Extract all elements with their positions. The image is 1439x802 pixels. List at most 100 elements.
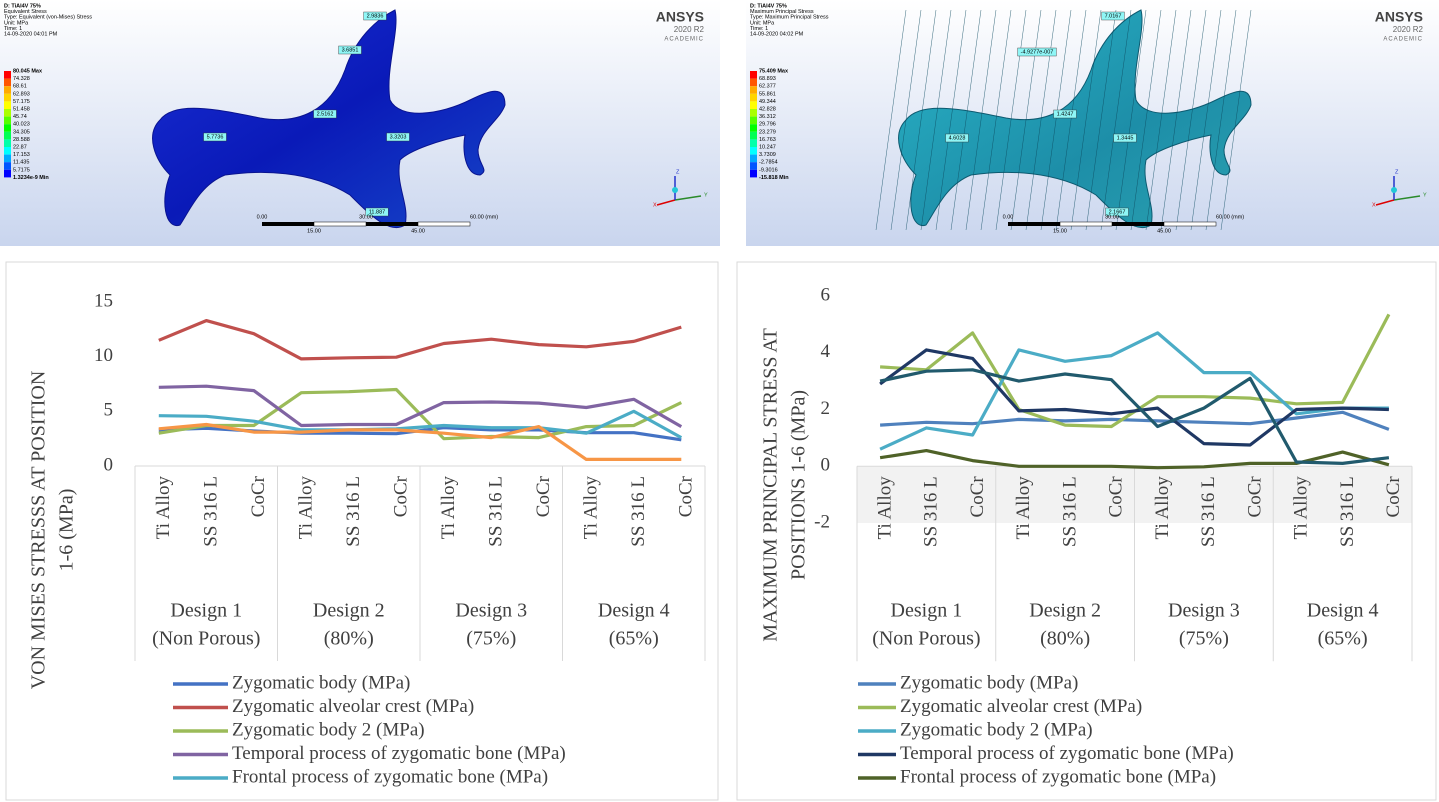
x-tick-label: Ti Alloy — [438, 476, 459, 540]
legend-value: 57.175 — [13, 99, 30, 105]
scale-bar-white — [1060, 222, 1112, 226]
legend-label: Temporal process of zygomatic bone (MPa) — [232, 743, 566, 764]
legend-label: Zygomatic alveolar crest (MPa) — [232, 696, 474, 717]
legend-color — [4, 139, 11, 147]
x-tick-label: Ti Alloy — [581, 476, 602, 540]
legend-value: 22.87 — [13, 144, 27, 150]
y-tick-label: 15 — [94, 290, 113, 311]
legend-value: -9.3016 — [759, 167, 778, 173]
group-label: (75%) — [1179, 628, 1229, 650]
legend-value: 55.861 — [759, 91, 776, 97]
legend-label: Zygomatic body (MPa) — [900, 672, 1078, 693]
legend-color — [750, 170, 757, 178]
legend-color — [4, 162, 11, 170]
y-axis-title: VON MISES STRESSS AT POSITION — [28, 371, 50, 690]
x-tick-label: CoCr — [676, 475, 697, 517]
legend-value: 36.312 — [759, 114, 776, 120]
y-axis-title: 1-6 (MPa) — [56, 489, 78, 572]
legend-label: Zygomatic body 2 (MPa) — [232, 719, 425, 740]
y-tick-label: 0 — [821, 455, 831, 476]
x-tick-label: CoCr — [533, 475, 554, 517]
scale-label: 30.00 — [1105, 214, 1119, 220]
scale-label: 30.00 — [359, 214, 373, 220]
legend-label: Zygomatic body (MPa) — [232, 672, 410, 693]
legend-value: 3.7309 — [759, 152, 776, 158]
scale-bar-black — [366, 222, 418, 226]
scale-bar-white — [1164, 222, 1216, 226]
axis-name: X — [653, 202, 657, 208]
legend-label: Zygomatic alveolar crest (MPa) — [900, 696, 1142, 717]
x-tick-label: SS 316 L — [628, 476, 649, 547]
probe-label: 3.6851 — [342, 47, 359, 53]
legend-color — [750, 139, 757, 147]
legend-value: 42.828 — [759, 106, 776, 112]
legend-color — [750, 162, 757, 170]
legend-color — [750, 86, 757, 94]
y-axis-title: POSITIONS 1-6 (MPa) — [788, 390, 810, 580]
probe-label: 1.3445 — [1117, 135, 1134, 141]
legend-value: 45.74 — [13, 114, 27, 120]
legend-color — [4, 132, 11, 140]
scale-label: 15.00 — [307, 228, 321, 234]
scale-label: 45.00 — [411, 228, 425, 234]
legend-label: Temporal process of zygomatic bone (MPa) — [900, 743, 1234, 764]
group-label: (65%) — [609, 628, 659, 650]
x-tick-label: SS 316 L — [486, 476, 507, 547]
x-tick-label: Ti Alloy — [296, 476, 317, 540]
brand: ANSYS — [656, 9, 704, 25]
legend-value: 80.045 Max — [13, 68, 43, 74]
probe-label: 5.7736 — [207, 134, 224, 140]
axis-name: Y — [1423, 192, 1427, 198]
axis-origin — [672, 187, 678, 193]
legend-value: 68.893 — [759, 76, 776, 82]
legend-value: 74.328 — [13, 76, 30, 82]
legend-color — [750, 71, 757, 79]
x-tick-label: Ti Alloy — [153, 476, 174, 540]
legend-color — [750, 101, 757, 109]
group-label: Design 1 — [891, 600, 963, 622]
x-tick-label: CoCr — [1106, 476, 1127, 518]
legend-color — [4, 71, 11, 79]
brand-edition: ACADEMIC — [1383, 37, 1423, 43]
group-label: Design 3 — [1168, 600, 1240, 622]
group-label: (75%) — [466, 628, 516, 650]
legend-value: 1.3234e-9 Min — [13, 175, 49, 181]
brand-version: 2020 R2 — [1393, 25, 1424, 34]
legend-value: -2.7854 — [759, 160, 778, 166]
group-label: (Non Porous) — [872, 628, 980, 650]
y-tick-label: 0 — [104, 454, 114, 475]
probe-label: 7.0167 — [1105, 13, 1122, 19]
legend-label: Frontal process of zygomatic bone (MPa) — [900, 766, 1216, 787]
scale-label: 60.00 (mm) — [1216, 214, 1244, 220]
scale-label: 0.00 — [257, 214, 268, 220]
brand: ANSYS — [1375, 9, 1423, 25]
legend-value: 5.7175 — [13, 167, 30, 173]
scale-label: 15.00 — [1053, 228, 1067, 234]
group-label: (80%) — [1040, 628, 1090, 650]
x-tick-label: Ti Alloy — [874, 476, 895, 540]
y-tick-label: 4 — [821, 341, 831, 362]
legend-color — [750, 109, 757, 117]
scale-bar-black — [1112, 222, 1164, 226]
axis-name: X — [1372, 202, 1376, 208]
probe-label: 1.4247 — [1057, 111, 1074, 117]
legend-color — [4, 147, 11, 155]
simulation-panel: D: TiAl4V 75%Maximum Principal StressTyp… — [746, 0, 1439, 246]
legend-color — [750, 79, 757, 87]
result-header: 14-09-2020 04:01 PM — [4, 31, 58, 37]
legend-value: 40.023 — [13, 122, 30, 128]
group-label: (Non Porous) — [152, 628, 260, 650]
legend-color — [4, 155, 11, 163]
x-tick-label: CoCr — [1244, 476, 1265, 518]
x-tick-label: CoCr — [248, 475, 269, 517]
legend-value: 62.893 — [13, 91, 30, 97]
legend-value: 29.796 — [759, 122, 776, 128]
group-label: Design 3 — [455, 600, 527, 622]
group-label: Design 1 — [170, 600, 242, 622]
x-tick-label: SS 316 L — [1198, 476, 1219, 547]
legend-color — [750, 155, 757, 163]
result-header: 14-09-2020 04:02 PM — [750, 31, 804, 37]
scale-label: 60.00 (mm) — [470, 214, 498, 220]
